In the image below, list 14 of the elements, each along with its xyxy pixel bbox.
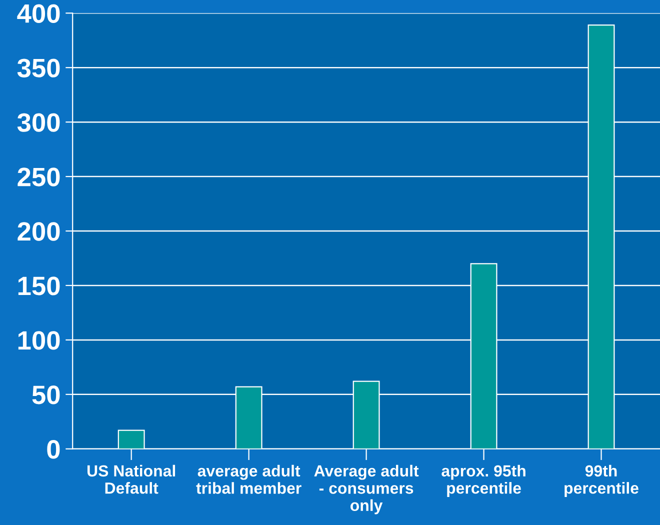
x-tick-label: US National Default (87, 464, 176, 494)
y-tick-label: 400 (17, 4, 60, 23)
x-tick-label: 99th percentile (564, 464, 638, 497)
y-tick-label: 100 (18, 331, 60, 350)
y-tick-label: 50 (32, 386, 60, 404)
y-tick-label: 350 (17, 58, 60, 78)
y-tick-label: 150 (18, 276, 60, 296)
y-tick-label: 300 (17, 113, 60, 132)
x-tick-label: Average adult - consumers only (314, 464, 419, 514)
y-tick-label: 0 (47, 440, 60, 459)
x-tick-label: average adult tribal member (196, 464, 302, 494)
x-tick-label: aprox. 95th percentile (442, 464, 526, 497)
y-tick-label: 200 (18, 222, 60, 241)
y-tick-label: 250 (18, 168, 60, 186)
